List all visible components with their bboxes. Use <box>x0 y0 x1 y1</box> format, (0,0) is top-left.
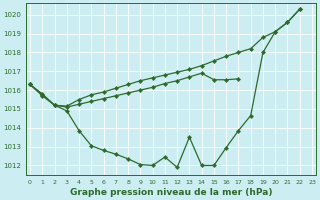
X-axis label: Graphe pression niveau de la mer (hPa): Graphe pression niveau de la mer (hPa) <box>70 188 272 197</box>
